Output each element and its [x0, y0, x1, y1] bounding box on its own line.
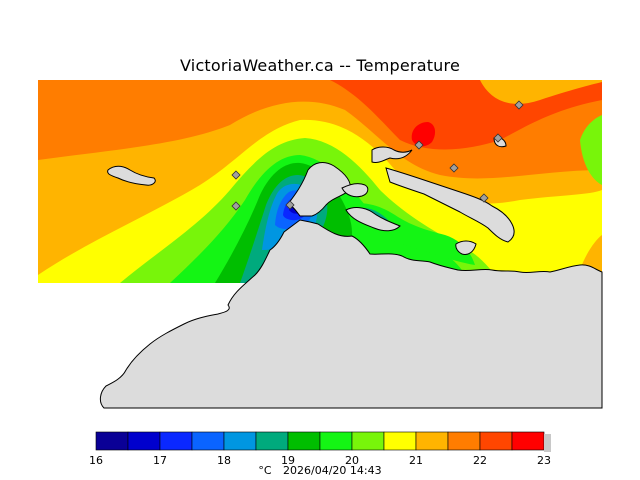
weather-stations [231, 100, 524, 211]
legend-tick-label: 19 [281, 454, 295, 467]
legend-swatch [223, 431, 257, 451]
legend-ticks: 16 17 18 19 20 21 22 23 [89, 454, 551, 467]
station-marker[interactable] [285, 200, 295, 210]
legend-tick-label: 21 [409, 454, 423, 467]
legend-tick-label: 22 [473, 454, 487, 467]
legend-swatch [511, 431, 545, 451]
legend-tick-label: 16 [89, 454, 103, 467]
legend-swatch [287, 431, 321, 451]
station-marker[interactable] [231, 201, 241, 211]
legend-swatch [95, 431, 129, 451]
legend-caption: °C 2026/04/20 14:43 [0, 464, 640, 477]
station-marker[interactable] [493, 133, 503, 143]
legend-tick-label: 20 [345, 454, 359, 467]
legend-swatch [383, 431, 417, 451]
landmass [99, 137, 603, 409]
timestamp: 2026/04/20 14:43 [283, 464, 382, 477]
legend-tick-label: 17 [153, 454, 167, 467]
legend-tick-label: 18 [217, 454, 231, 467]
legend-swatch [447, 431, 481, 451]
legend-swatch [319, 431, 353, 451]
unit-label: °C [258, 464, 272, 477]
station-marker[interactable] [414, 140, 424, 150]
legend-swatches [95, 431, 551, 452]
legend-swatch [415, 431, 449, 451]
legend-shadow [544, 434, 551, 452]
station-marker[interactable] [449, 163, 459, 173]
legend-swatch [159, 431, 193, 451]
legend-swatch [191, 431, 225, 451]
station-marker[interactable] [479, 193, 489, 203]
legend-swatch [127, 431, 161, 451]
legend-swatch [351, 431, 385, 451]
station-marker[interactable] [514, 100, 524, 110]
station-marker[interactable] [231, 170, 241, 180]
legend-swatch [255, 431, 289, 451]
legend-swatch [479, 431, 513, 451]
map-title: VictoriaWeather.ca -- Temperature [180, 56, 460, 75]
legend-tick-label: 23 [537, 454, 551, 467]
